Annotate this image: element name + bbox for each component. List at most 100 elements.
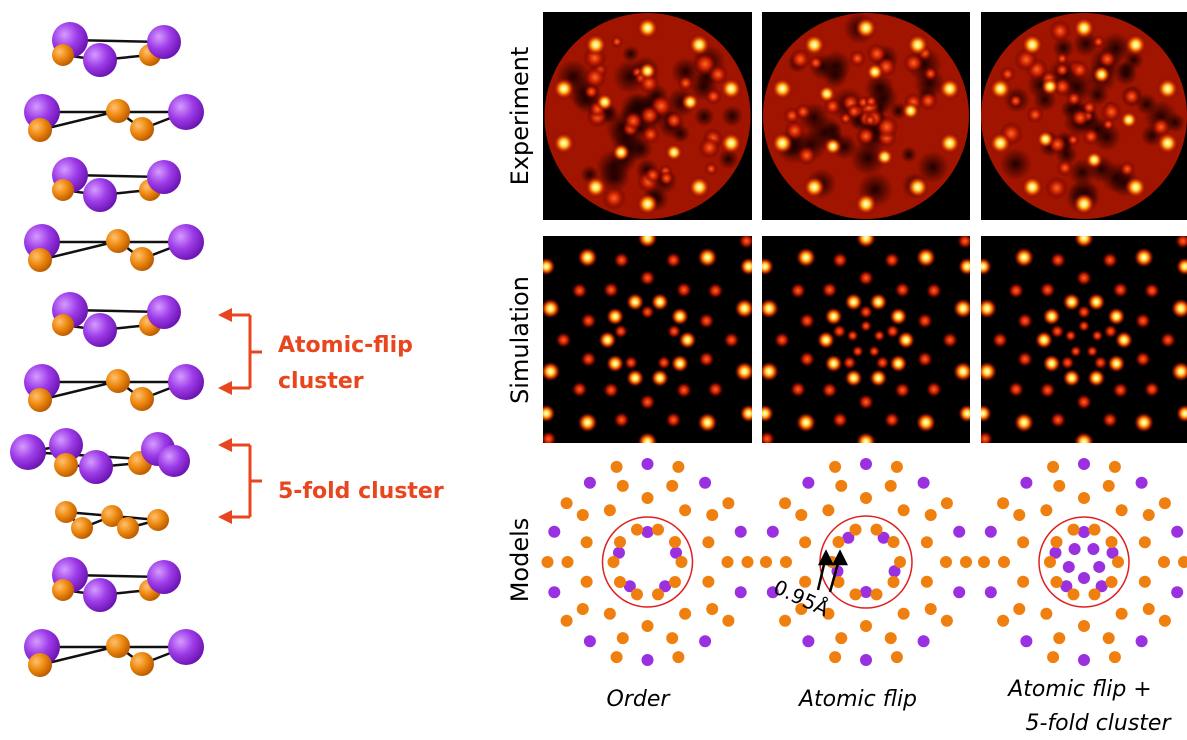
- orange-dot: [652, 524, 664, 536]
- bright-spot: [1021, 34, 1043, 56]
- purple-dot: [1136, 477, 1148, 489]
- sim-spot: [1074, 228, 1094, 248]
- dim-spot: [849, 50, 866, 67]
- orange-dot: [669, 576, 681, 588]
- brackets: [218, 308, 262, 524]
- sim-spot: [1077, 305, 1091, 319]
- orange-dot: [611, 651, 623, 663]
- purple-dot: [699, 635, 711, 647]
- orange-dot: [1109, 461, 1121, 473]
- sim-spot: [825, 307, 843, 325]
- orange-dot: [891, 651, 903, 663]
- dim-spot: [865, 95, 878, 108]
- orange-dot: [1053, 632, 1065, 644]
- orange-dot: [871, 588, 883, 600]
- purple-dot: [860, 458, 872, 470]
- orange-dot: [1067, 588, 1079, 600]
- purple-dot: [1020, 477, 1032, 489]
- sim-spot: [832, 412, 848, 428]
- orange-dot: [849, 588, 861, 600]
- dim-spot: [856, 126, 875, 145]
- purple-atom: [83, 578, 117, 612]
- sim-spot: [1112, 282, 1128, 298]
- orange-dot: [669, 536, 681, 548]
- orange-dot: [888, 536, 900, 548]
- dim-spot: [797, 145, 817, 165]
- annotation: 5-fold cluster: [278, 479, 444, 504]
- orange-dot: [898, 608, 910, 620]
- column-label: Order: [607, 687, 672, 712]
- orange-dot: [608, 556, 620, 568]
- dim-spot: [611, 35, 623, 47]
- purple-dot: [642, 458, 654, 470]
- sim-spot: [626, 369, 644, 387]
- purple-dot: [1069, 543, 1081, 555]
- sim-spot: [707, 283, 723, 299]
- orange-dot: [1106, 576, 1118, 588]
- sim-spot: [1017, 313, 1033, 329]
- orange-dot: [1078, 620, 1090, 632]
- sim-spot: [1008, 283, 1024, 299]
- sim-spot: [796, 247, 816, 267]
- bright-spot: [1085, 151, 1103, 169]
- orange-dot: [1078, 492, 1090, 504]
- purple-dot: [1078, 458, 1090, 470]
- dark-blob: [901, 146, 917, 162]
- sim-spot: [1040, 282, 1056, 298]
- purple-atom: [168, 94, 204, 130]
- dim-spot: [1045, 177, 1068, 200]
- sim-spot: [868, 345, 880, 357]
- sim-spot: [665, 412, 681, 428]
- orange-dot: [617, 480, 629, 492]
- purple-dot: [699, 477, 711, 489]
- column-label: 5-fold cluster: [1025, 711, 1172, 736]
- sim-spot: [869, 369, 887, 387]
- sim-spot: [638, 432, 658, 452]
- purple-atom: [83, 313, 117, 347]
- orange-dot: [1053, 480, 1065, 492]
- orange-dot: [921, 536, 933, 548]
- orange-dot: [1067, 524, 1079, 536]
- orange-dot: [561, 615, 573, 627]
- orange-dot: [1139, 536, 1151, 548]
- purple-dot: [735, 586, 747, 598]
- sim-spot: [1076, 394, 1092, 410]
- orange-atom: [52, 579, 74, 601]
- purple-dot: [1078, 526, 1090, 538]
- sim-spot: [703, 457, 719, 473]
- sim-spot: [974, 258, 992, 276]
- orange-dot: [562, 556, 574, 568]
- orange-dot: [1106, 536, 1118, 548]
- orange-atom: [54, 453, 78, 477]
- orange-dot: [940, 556, 952, 568]
- bright-spot: [1021, 176, 1043, 198]
- sim-spot: [1102, 412, 1118, 428]
- orange-atom: [130, 387, 154, 411]
- dim-spot: [1056, 159, 1073, 176]
- purple-dot: [1171, 586, 1183, 598]
- orange-dot: [1159, 615, 1171, 627]
- sim-spot: [638, 228, 658, 248]
- sim-spot: [1086, 345, 1098, 357]
- sim-spot: [884, 252, 900, 268]
- purple-dot: [548, 526, 560, 538]
- orange-dot: [795, 509, 807, 521]
- sim-spot: [1093, 356, 1107, 370]
- orange-dot: [1089, 524, 1101, 536]
- orange-dot: [925, 603, 937, 615]
- orange-dot: [898, 504, 910, 516]
- sim-spot: [603, 382, 619, 398]
- orange-dot: [1112, 556, 1124, 568]
- sim-spot: [774, 332, 790, 348]
- orange-dot: [614, 576, 626, 588]
- sim-spot: [614, 252, 630, 268]
- orange-dot: [921, 576, 933, 588]
- orange-atom: [28, 118, 52, 142]
- sim-spot: [679, 331, 697, 349]
- dark-blob: [694, 106, 715, 127]
- orange-dot: [829, 651, 841, 663]
- sim-spot: [599, 331, 617, 349]
- sim-spot: [1112, 382, 1128, 398]
- orange-dot: [835, 480, 847, 492]
- orange-dot: [1050, 576, 1062, 588]
